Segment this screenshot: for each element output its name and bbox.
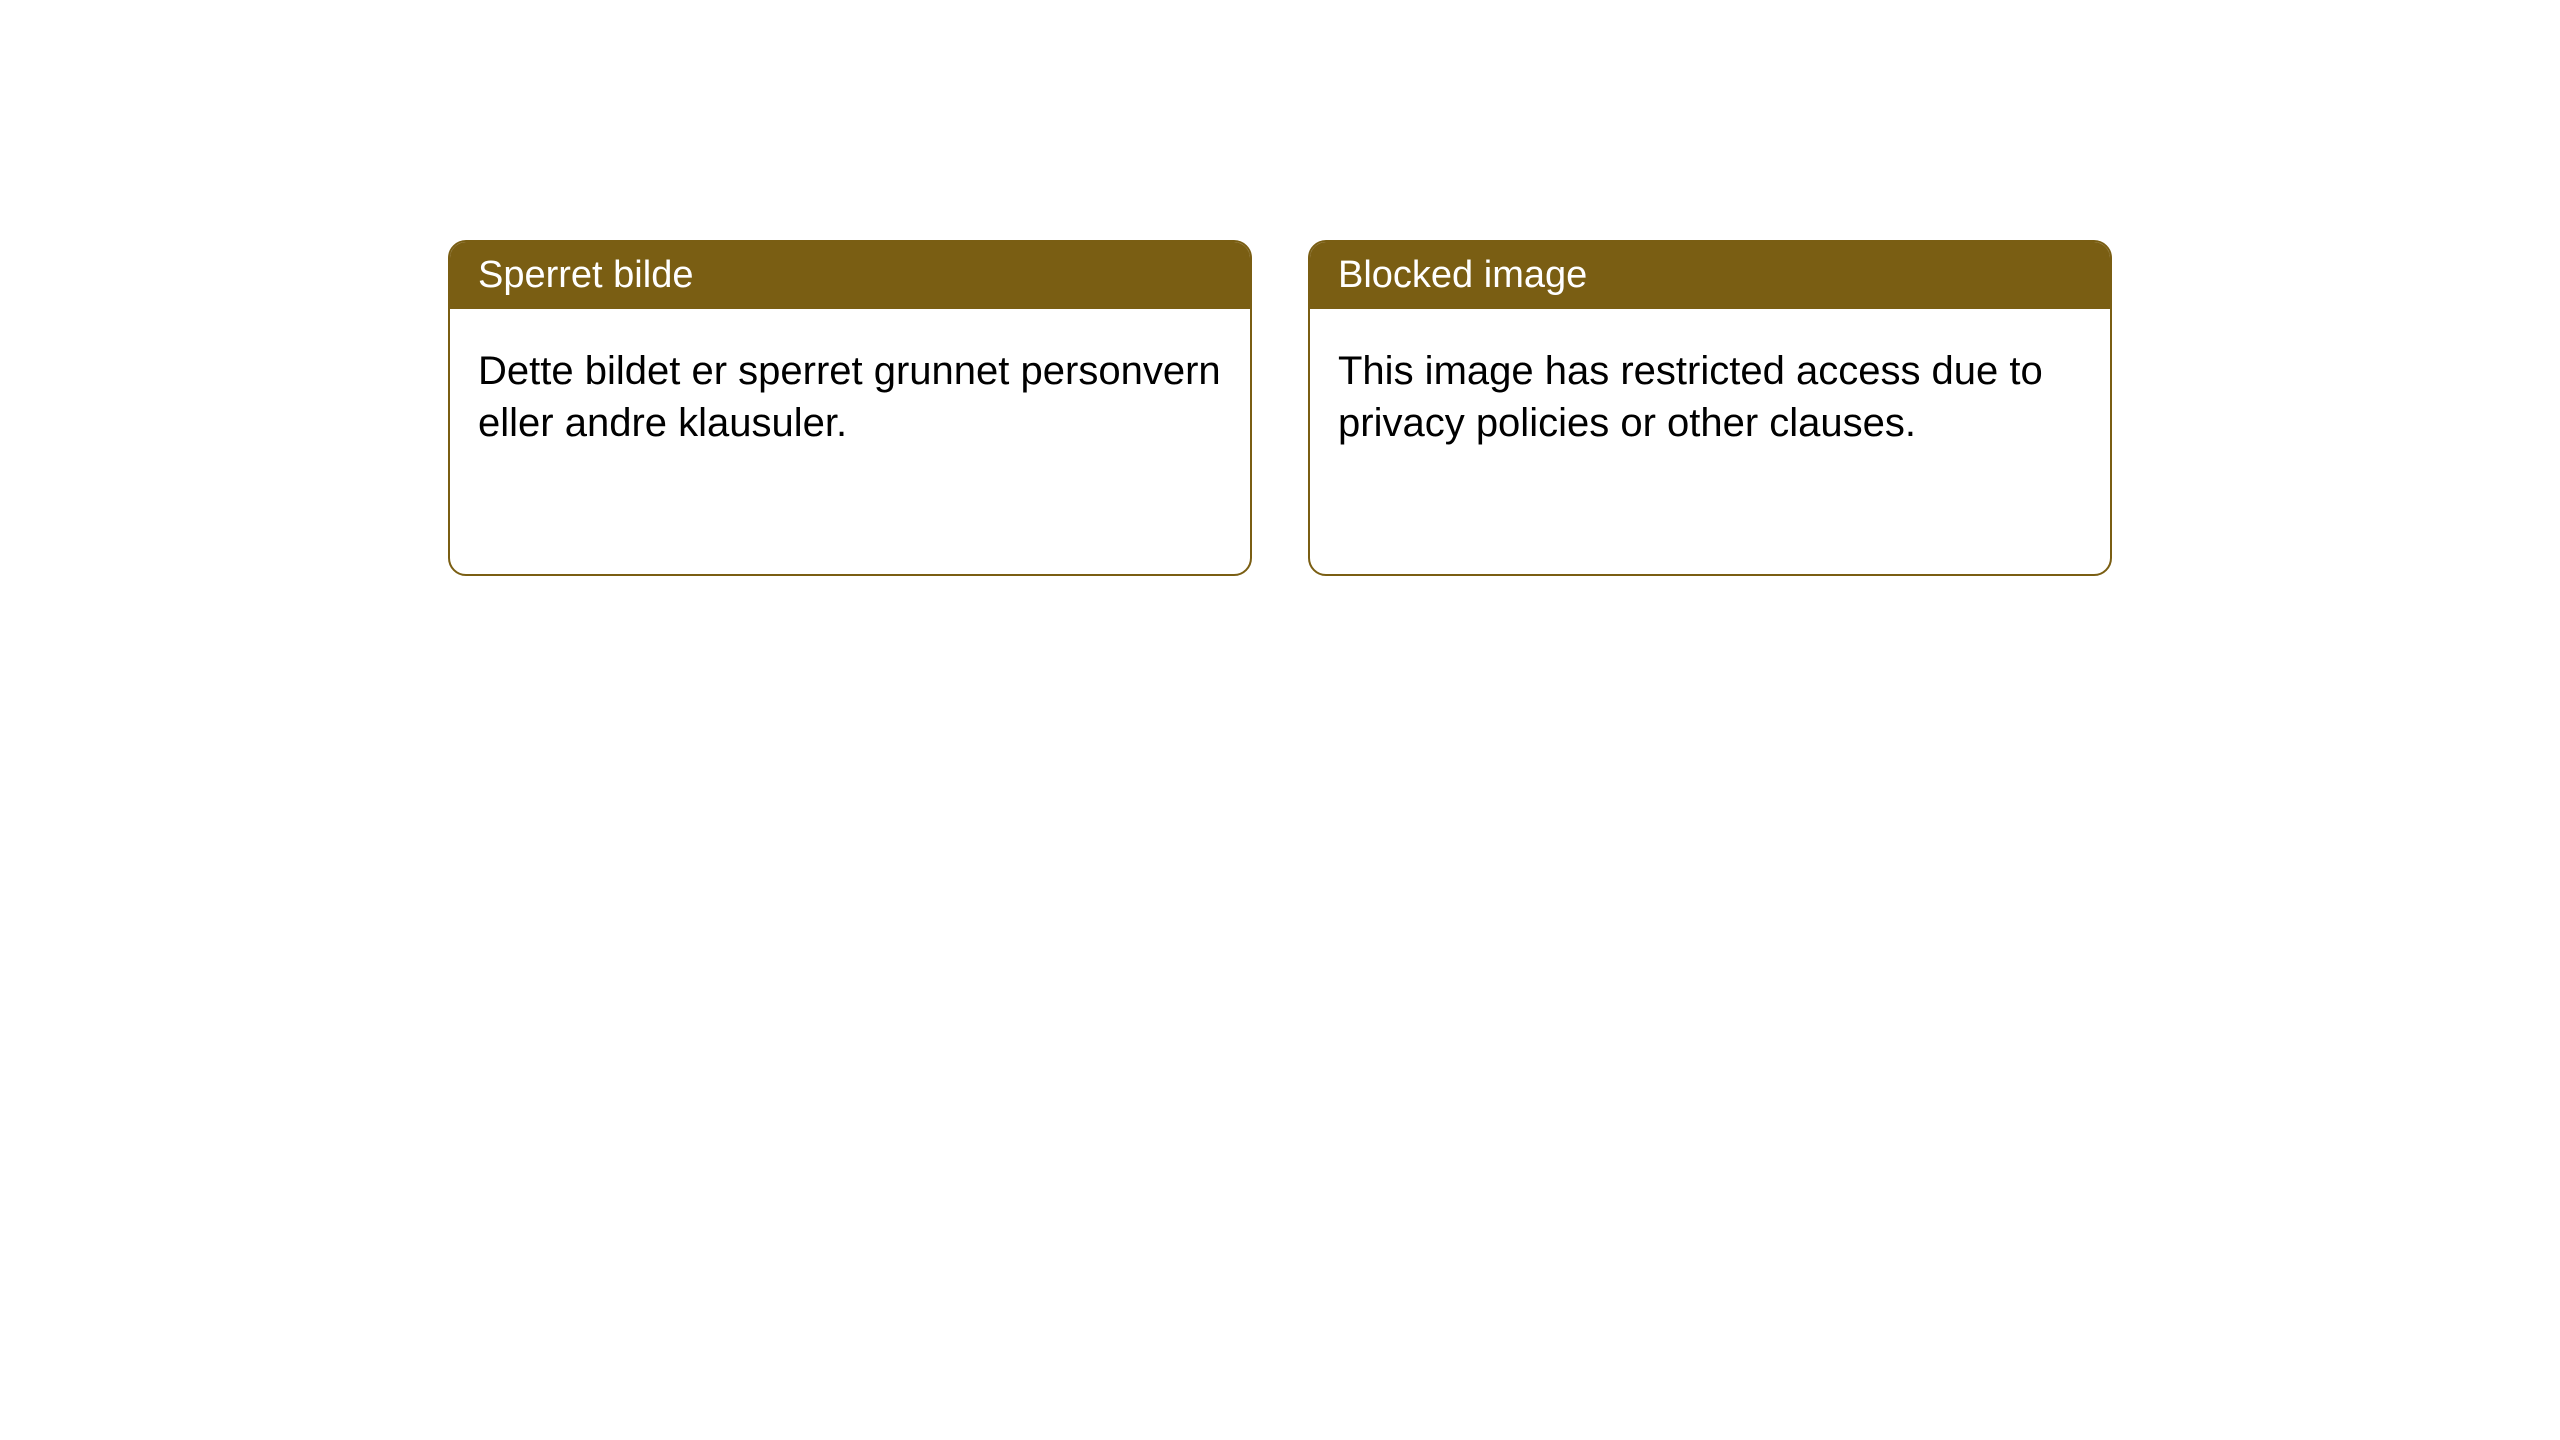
card-header: Sperret bilde (450, 242, 1250, 309)
card-header: Blocked image (1310, 242, 2110, 309)
notice-card-english: Blocked image This image has restricted … (1308, 240, 2112, 576)
card-body: This image has restricted access due to … (1310, 309, 2110, 485)
card-title: Sperret bilde (478, 254, 693, 296)
notice-cards-container: Sperret bilde Dette bildet er sperret gr… (0, 0, 2560, 576)
card-body-text: This image has restricted access due to … (1338, 349, 2043, 445)
card-body-text: Dette bildet er sperret grunnet personve… (478, 349, 1221, 445)
notice-card-norwegian: Sperret bilde Dette bildet er sperret gr… (448, 240, 1252, 576)
card-title: Blocked image (1338, 254, 1587, 296)
card-body: Dette bildet er sperret grunnet personve… (450, 309, 1250, 485)
